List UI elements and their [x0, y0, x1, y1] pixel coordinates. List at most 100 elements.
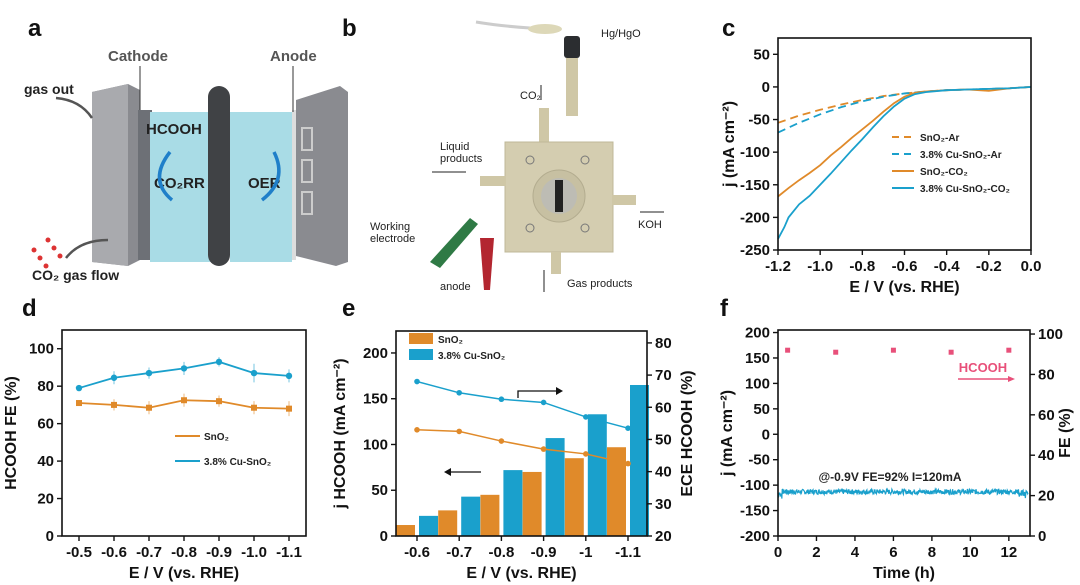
y-tick-label: 30: [655, 496, 672, 513]
reference-wire: [475, 20, 531, 30]
legend-label: SnO₂: [438, 335, 463, 346]
y-tick-label: 50: [655, 431, 672, 448]
panel-label-b: b: [342, 15, 357, 42]
y-axis-label: HCOOH FE (%): [3, 376, 20, 490]
panel-label-a: a: [28, 15, 42, 42]
fe-legend-label: HCOOH: [959, 360, 1007, 375]
working-electrode-label-2: electrode: [370, 233, 415, 245]
y-tick-label: 150: [745, 350, 770, 367]
data-point: [216, 398, 222, 405]
oer-arrow-icon: [260, 151, 281, 202]
anode-label: Anode: [270, 48, 317, 65]
y-tick-label: 100: [363, 436, 388, 453]
bar: [461, 496, 481, 536]
co2-inlet: [539, 108, 549, 142]
x-tick-label: -0.6: [101, 544, 127, 561]
chart-f: -200 -150 -100 -50 0 50 100 150 200 0 20 40 60 80 100 0…: [719, 325, 1074, 582]
ece-point: [414, 378, 420, 385]
data-point: [145, 369, 153, 377]
y-tick-label: -100: [740, 144, 770, 161]
x-axis-label: E / V (vs. RHE): [129, 565, 239, 582]
series-line: [777, 86, 1032, 134]
chart-d: 0 20 40 60 80 100 -0.5 -0.6 -0.7 -0.8 -0.9 -1.0 -1.1…: [3, 329, 307, 582]
hg-hgo-label: Hg/HgO: [601, 28, 641, 40]
flow-channel: [301, 159, 313, 183]
y-tick-label: 60: [37, 416, 54, 433]
hcooh-label: HCOOH: [146, 121, 202, 138]
y-tick-label: 100: [1038, 326, 1063, 343]
screw: [525, 223, 535, 233]
x-tick-label: -1.0: [807, 258, 833, 275]
y-tick-label: 150: [363, 391, 388, 408]
x-tick-label: 10: [962, 544, 979, 561]
data-point: [111, 401, 117, 408]
ece-point: [540, 399, 547, 406]
y-tick-label: 200: [363, 345, 388, 362]
fe-point: [1006, 347, 1012, 353]
x-tick-label: -1.0: [241, 544, 267, 561]
membrane: [208, 86, 230, 266]
arrow-left-head-icon: [444, 468, 451, 476]
legend-label: 3.8% Cu-SnO₂: [438, 351, 505, 362]
x-axis-label: Time (h): [873, 565, 935, 582]
legend-label: SnO₂: [204, 432, 229, 443]
cathode-label: Cathode: [108, 48, 168, 65]
legend-label: 3.8% Cu-SnO₂: [204, 457, 271, 468]
y-tick-label: 50: [371, 482, 388, 499]
y-tick-label: 0: [46, 528, 54, 545]
working-electrode-label-1: Working: [370, 221, 410, 233]
y-tick-label: 80: [655, 335, 672, 352]
x-tick-label: -0.7: [136, 544, 162, 561]
arrow-right-head-icon: [556, 387, 563, 395]
gas-in-arrow-icon: [65, 238, 109, 259]
panel-b-photo: b Hg/HgO CO₂ Liquid products Working ele…: [342, 15, 664, 293]
electrode-strip: [555, 180, 563, 212]
fe-point: [890, 347, 896, 353]
ece-line: [416, 429, 629, 465]
ece-point: [625, 460, 631, 467]
y-tick-label: 80: [37, 378, 54, 395]
arrow-right-icon: [517, 390, 556, 398]
bar: [522, 471, 542, 536]
y-tick-label: -150: [740, 177, 770, 194]
gas-outlet: [551, 252, 561, 274]
co2rr-arrow-icon: [157, 150, 174, 202]
y-tick-label: 100: [29, 341, 54, 358]
current-trace: [777, 487, 1029, 499]
y-tick-label: 40: [37, 453, 54, 470]
co2-gas-flow-label: CO₂ gas flow: [32, 267, 119, 283]
x-tick-label: -1.1: [615, 544, 641, 561]
bar: [607, 447, 626, 536]
x-tick-label: -0.9: [206, 544, 232, 561]
data-point: [146, 404, 152, 411]
plot-frame: [61, 329, 307, 537]
bar: [587, 414, 607, 536]
liquid-outlet: [480, 176, 506, 186]
reference-clip: [528, 24, 562, 34]
y-tick-label: 0: [762, 79, 770, 96]
y-tick-label: 20: [655, 528, 672, 545]
panel-label-d: d: [22, 295, 37, 322]
panel-label-e: e: [342, 295, 355, 322]
y-tick-label: 100: [745, 375, 770, 392]
ece-line: [416, 380, 629, 429]
anode-label-b: anode: [440, 281, 471, 293]
data-point: [110, 374, 118, 381]
data-point: [250, 369, 258, 377]
x-tick-label: 0: [774, 544, 782, 561]
red-clip-icon: [480, 238, 494, 290]
ece-point: [540, 446, 547, 452]
gas-out-label: gas out: [24, 81, 74, 97]
y-axis-label-right: ECE HCOOH (%): [679, 370, 696, 496]
plot-frame: [395, 330, 648, 537]
data-point: [181, 397, 187, 404]
x-tick-label: 6: [889, 544, 897, 561]
x-tick-label: -0.4: [934, 258, 961, 275]
legend-swatch: [409, 333, 433, 344]
fe-point: [785, 347, 791, 353]
series-line: [777, 86, 1032, 198]
fe-arrow-head-icon: [1008, 376, 1015, 382]
ece-point: [625, 425, 631, 431]
legend-label: 3.8% Cu-SnO₂-CO₂: [920, 184, 1010, 195]
